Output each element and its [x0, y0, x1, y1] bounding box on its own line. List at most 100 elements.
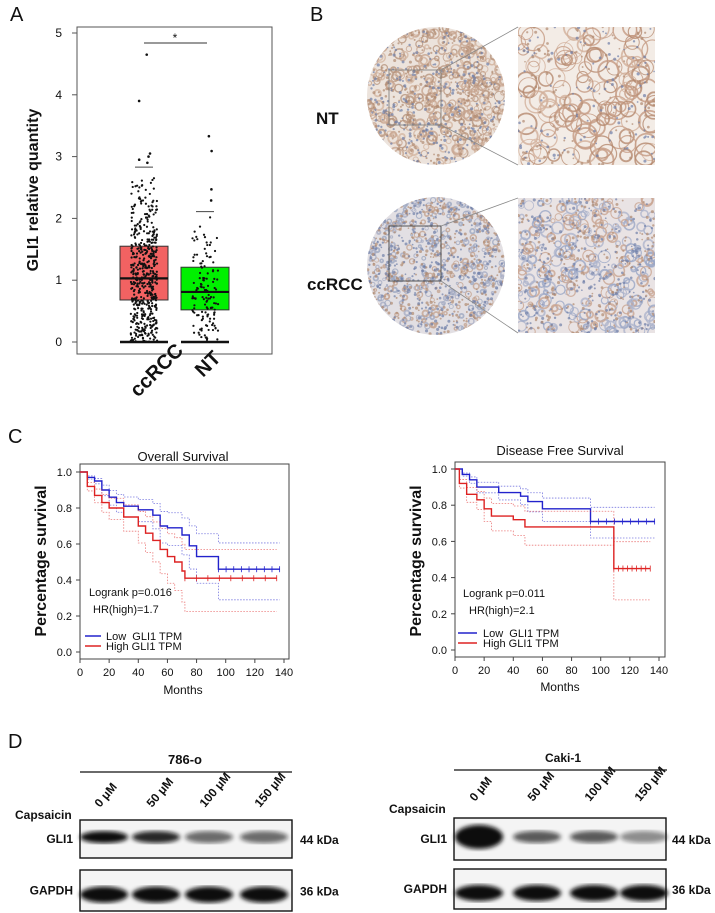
data-point — [147, 205, 150, 208]
band — [455, 885, 503, 901]
data-point — [154, 322, 157, 325]
confidence-band — [455, 468, 655, 508]
data-point — [138, 250, 141, 253]
data-point — [139, 246, 142, 249]
data-point — [208, 317, 212, 320]
y-tick-label: 0.0 — [432, 645, 447, 657]
data-point — [136, 268, 139, 271]
x-tick-label: 40 — [507, 665, 519, 677]
data-point — [150, 266, 153, 270]
data-point — [151, 304, 154, 308]
data-point — [151, 205, 154, 208]
data-point — [136, 247, 139, 250]
survival-curve-high — [80, 471, 277, 579]
data-point — [155, 278, 158, 281]
data-point — [149, 323, 152, 327]
data-point — [133, 288, 136, 291]
data-point — [138, 282, 141, 285]
data-point — [146, 232, 149, 235]
data-point — [208, 243, 211, 247]
data-point — [133, 293, 136, 296]
data-point — [155, 306, 158, 310]
data-point — [151, 245, 154, 248]
data-point — [198, 277, 201, 280]
data-point — [151, 302, 154, 305]
data-point — [143, 257, 146, 260]
data-point — [149, 269, 152, 273]
data-point — [143, 302, 146, 305]
data-point — [138, 196, 141, 199]
data-point — [149, 308, 153, 311]
data-point — [137, 190, 140, 193]
y-tick-label: 0.4 — [432, 573, 447, 585]
data-point — [196, 314, 199, 317]
data-point — [141, 314, 144, 318]
band — [240, 831, 288, 844]
x-tick-label: 120 — [621, 665, 639, 677]
x-tick-label: 100 — [592, 665, 610, 677]
disease-free-survival-chart: Disease Free Survival Percentage surviva… — [408, 443, 668, 694]
data-point — [195, 289, 198, 292]
data-point — [131, 321, 134, 324]
x-tick-label: 140 — [275, 667, 293, 679]
data-point — [212, 280, 215, 283]
x-tick-label: 60 — [536, 665, 548, 677]
data-point — [130, 211, 133, 215]
data-point — [215, 236, 219, 240]
chart-title: Overall Survival — [137, 449, 228, 464]
data-point — [212, 317, 216, 320]
data-point — [141, 328, 144, 331]
data-point — [154, 211, 157, 214]
data-point — [146, 218, 149, 221]
data-point — [153, 304, 156, 308]
data-point — [131, 253, 135, 256]
data-point — [133, 224, 136, 227]
data-point — [151, 281, 154, 284]
confidence-band — [80, 471, 280, 601]
data-point — [134, 273, 138, 276]
data-point — [203, 303, 207, 306]
data-point — [195, 253, 199, 256]
data-point — [136, 335, 140, 339]
data-point — [193, 307, 196, 310]
data-point — [203, 277, 206, 280]
data-point — [211, 322, 215, 325]
data-point — [140, 295, 143, 299]
data-point — [200, 319, 203, 322]
data-point — [138, 224, 141, 228]
band — [620, 830, 668, 843]
data-point — [138, 334, 141, 337]
data-point — [130, 271, 133, 274]
x-tick-label: 120 — [246, 667, 264, 679]
x-tick-label: 20 — [103, 667, 115, 679]
band — [132, 886, 180, 903]
data-point — [150, 329, 154, 332]
data-point — [141, 184, 144, 187]
data-point — [150, 331, 153, 334]
data-point — [139, 227, 142, 231]
data-point — [147, 232, 150, 235]
data-point — [212, 296, 215, 299]
data-point — [213, 324, 216, 327]
data-point — [134, 243, 138, 247]
data-point — [152, 187, 155, 190]
legend-label-low: Low GLI1 TPM — [106, 631, 182, 643]
confidence-band — [80, 471, 280, 544]
ccrcc-zoomed-tissue-image — [518, 198, 655, 333]
capsaicin-label-786o: Capsaicin — [15, 808, 72, 822]
confidence-band — [455, 468, 655, 539]
data-point — [154, 281, 157, 284]
data-point — [200, 335, 203, 339]
data-point — [144, 332, 147, 335]
data-point — [136, 329, 139, 332]
data-point — [216, 269, 220, 272]
data-point — [151, 325, 154, 328]
data-point — [205, 296, 208, 299]
data-point — [134, 340, 137, 343]
data-point — [149, 293, 152, 297]
data-point — [140, 238, 144, 242]
data-point — [132, 303, 135, 306]
data-point — [152, 316, 155, 320]
data-point — [149, 312, 152, 315]
